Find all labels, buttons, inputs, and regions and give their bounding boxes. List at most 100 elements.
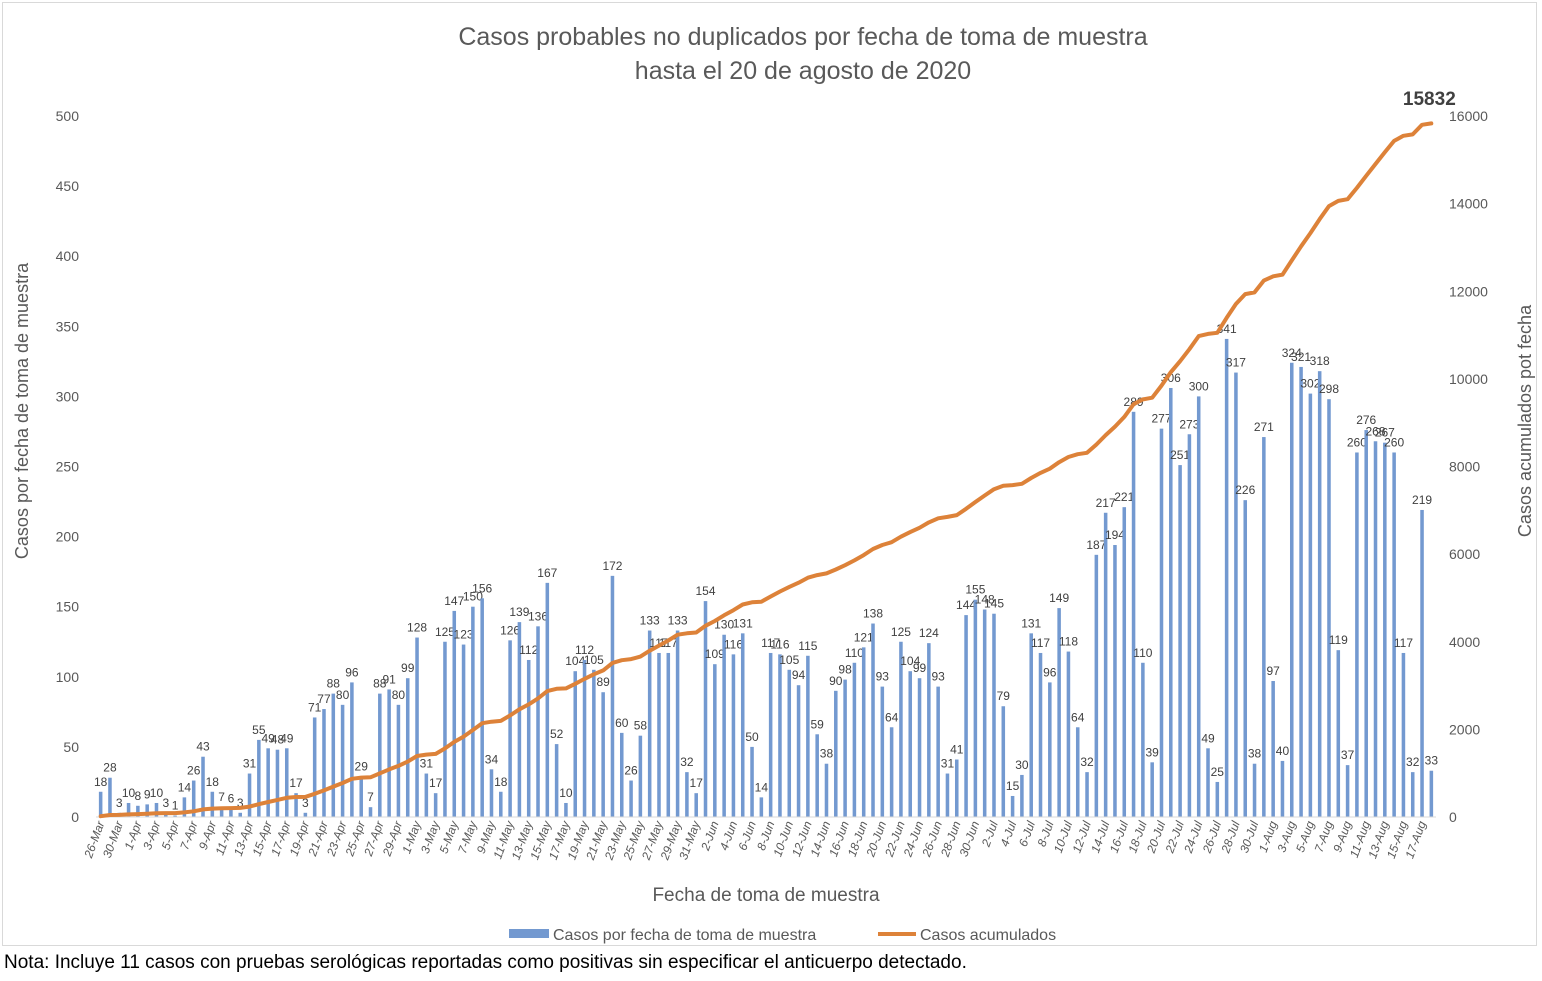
bar-data-label: 64: [1071, 710, 1085, 724]
bar-data-label: 50: [745, 730, 759, 744]
bar-data-label: 298: [1319, 382, 1339, 396]
bar-data-label: 121: [854, 630, 874, 644]
bar-data-label: 93: [931, 670, 945, 684]
bar-data-label: 260: [1384, 435, 1404, 449]
bar: [98, 791, 103, 817]
bar: [461, 644, 466, 817]
bar-data-label: 14: [755, 780, 769, 794]
bar: [191, 780, 196, 817]
bar: [722, 634, 726, 817]
bar: [694, 793, 698, 817]
bar-data-label: 167: [537, 566, 557, 580]
bar-data-label: 32: [1406, 755, 1420, 769]
bar: [303, 812, 308, 817]
bar: [219, 807, 224, 817]
bar: [201, 756, 205, 817]
bar: [1048, 682, 1052, 817]
bar: [1345, 765, 1350, 817]
bar: [852, 662, 857, 817]
bar: [396, 704, 401, 817]
bar: [1252, 763, 1257, 817]
bar-data-label: 49: [1201, 731, 1215, 745]
bar: [471, 606, 475, 817]
bar: [592, 669, 596, 817]
bar-data-label: 26: [624, 764, 638, 778]
bar: [1234, 372, 1238, 817]
bar: [1317, 371, 1322, 817]
y-tick-label: 500: [56, 108, 80, 124]
bar: [294, 793, 298, 817]
bar: [880, 686, 885, 817]
y2-tick-label: 16000: [1449, 108, 1488, 124]
bar: [1224, 338, 1229, 817]
bar-data-label: 105: [584, 653, 604, 667]
bar: [1327, 399, 1331, 817]
bar-data-label: 88: [373, 677, 387, 691]
bar: [1187, 434, 1192, 817]
bar-data-label: 32: [680, 755, 694, 769]
bar: [1280, 760, 1285, 817]
bar: [908, 671, 913, 817]
bar: [1113, 545, 1117, 817]
y2-tick-label: 10000: [1449, 371, 1488, 387]
bar: [136, 805, 140, 817]
bar-data-label: 43: [196, 740, 210, 754]
bar-data-label: 194: [1105, 528, 1125, 542]
bar: [387, 689, 391, 817]
bar-data-label: 118: [1059, 635, 1078, 649]
bar: [1336, 650, 1341, 817]
x-axis-title: Fecha de toma de muestra: [652, 885, 879, 906]
bar: [517, 622, 522, 817]
y-tick-label: 150: [56, 599, 80, 615]
bar: [350, 682, 354, 817]
bar-data-label: 9: [144, 787, 151, 801]
bar: [936, 686, 940, 817]
bar-data-label: 77: [317, 692, 331, 706]
bar-data-label: 40: [1276, 744, 1290, 758]
bar: [1029, 633, 1033, 817]
bar: [1001, 706, 1006, 817]
bar: [443, 641, 447, 817]
bar-data-label: 109: [705, 647, 725, 661]
bar-data-label: 3: [116, 796, 123, 810]
bar-data-label: 267: [1375, 426, 1395, 440]
bar: [489, 769, 494, 817]
y-tick-label: 200: [56, 529, 80, 545]
bar-data-label: 149: [1049, 591, 1069, 605]
bar: [917, 678, 922, 817]
bar-data-label: 147: [444, 594, 464, 608]
bar-data-label: 99: [913, 661, 927, 675]
y2-tick-label: 2000: [1449, 721, 1480, 737]
bar-data-label: 131: [1021, 616, 1041, 630]
bar: [1262, 437, 1266, 817]
bar: [1410, 772, 1415, 817]
bar-data-label: 130: [714, 618, 734, 632]
bar-data-label: 10: [559, 786, 573, 800]
bar-data-label: 32: [1080, 755, 1094, 769]
bar: [582, 659, 587, 817]
bar: [815, 734, 819, 817]
bar-data-label: 52: [550, 727, 564, 741]
bar-data-label: 317: [1226, 356, 1246, 370]
bar-data-label: 112: [575, 643, 594, 657]
bar-data-label: 17: [429, 776, 443, 790]
bar: [573, 671, 578, 817]
bar-data-label: 15: [1006, 779, 1020, 793]
bar-data-label: 6: [228, 792, 235, 806]
bar-data-label: 260: [1347, 435, 1367, 449]
bar-data-label: 17: [690, 776, 704, 790]
bar-data-label: 29: [355, 759, 369, 773]
bar-data-label: 58: [634, 719, 648, 733]
bar-data-label: 18: [206, 775, 220, 789]
bar-data-label: 271: [1254, 420, 1274, 434]
bar: [1420, 509, 1424, 817]
bar-data-label: 31: [243, 757, 257, 771]
bar-data-label: 14: [178, 780, 192, 794]
bar-data-label: 18: [94, 775, 108, 789]
bar-data-label: 139: [509, 605, 529, 619]
bar: [1364, 430, 1368, 817]
bar: [1020, 774, 1024, 817]
cumulative-line: [98, 121, 1434, 819]
bar: [1373, 441, 1378, 817]
bar-data-label: 273: [1179, 417, 1199, 431]
